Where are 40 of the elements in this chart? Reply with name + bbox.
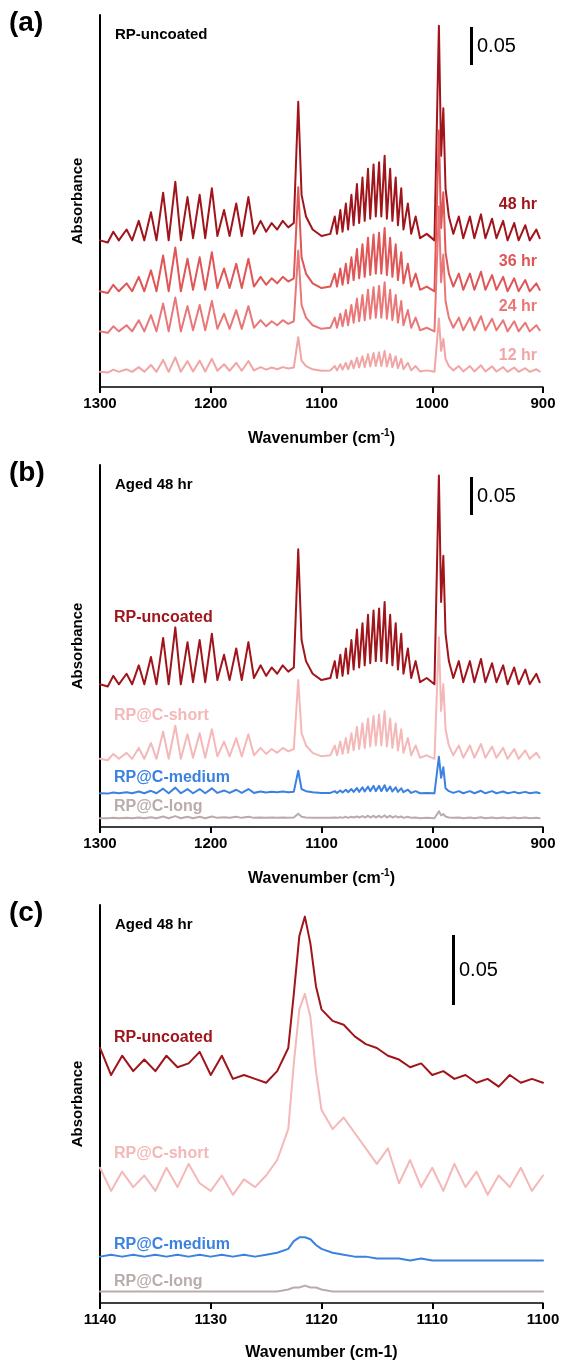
x-tick-label: 1140	[83, 1310, 117, 1327]
x-tick-label: 1100	[305, 834, 338, 851]
series-label: RP@C-long	[114, 1271, 203, 1289]
chart-subtitle: RP-uncoated	[115, 25, 208, 42]
chart-title: (c)	[9, 895, 44, 927]
y-axis-title: Absorbance	[68, 602, 85, 690]
x-tick-label: 1200	[194, 394, 228, 411]
x-tick-label: 1130	[194, 1310, 228, 1327]
series-label: RP@C-short	[114, 706, 210, 724]
chart-title: (b)	[9, 455, 45, 487]
x-tick-label: 1100	[526, 1310, 560, 1327]
x-tick-label: 1300	[83, 834, 117, 851]
y-axis-title: Absorbance	[68, 1060, 85, 1148]
annotation: 0.05	[477, 484, 516, 507]
series-label: RP@C-medium	[114, 1235, 231, 1253]
series-label: RP@C-medium	[114, 768, 231, 786]
series-label: RP-uncoated	[114, 607, 213, 625]
series-label: RP-uncoated	[114, 1028, 213, 1046]
series-label: 24 hr	[498, 296, 537, 314]
x-axis-title: Wavenumber (cm-1)	[245, 1342, 398, 1360]
x-tick-label: 1120	[305, 1310, 338, 1327]
series-label: 48 hr	[498, 194, 537, 212]
x-tick-label: 1000	[415, 834, 449, 851]
chart-title: (a)	[9, 5, 44, 37]
x-tick-label: 1100	[305, 394, 338, 411]
chart-subtitle: Aged 48 hr	[115, 475, 193, 492]
y-axis-title: Absorbance	[68, 157, 85, 245]
series-label: RP@C-long	[114, 796, 203, 814]
x-tick-label: 900	[530, 394, 556, 411]
x-tick-label: 1200	[194, 834, 228, 851]
x-tick-label: 900	[530, 834, 556, 851]
x-tick-label: 1300	[83, 394, 117, 411]
chart-subtitle: Aged 48 hr	[115, 915, 193, 932]
annotation: 0.05	[477, 34, 516, 57]
series-label: RP@C-short	[114, 1144, 210, 1162]
series-label: 36 hr	[498, 252, 537, 270]
x-tick-label: 1110	[416, 1310, 449, 1327]
series-label: 12 hr	[498, 345, 537, 363]
annotation: 0.05	[459, 958, 498, 981]
x-tick-label: 1000	[415, 394, 449, 411]
